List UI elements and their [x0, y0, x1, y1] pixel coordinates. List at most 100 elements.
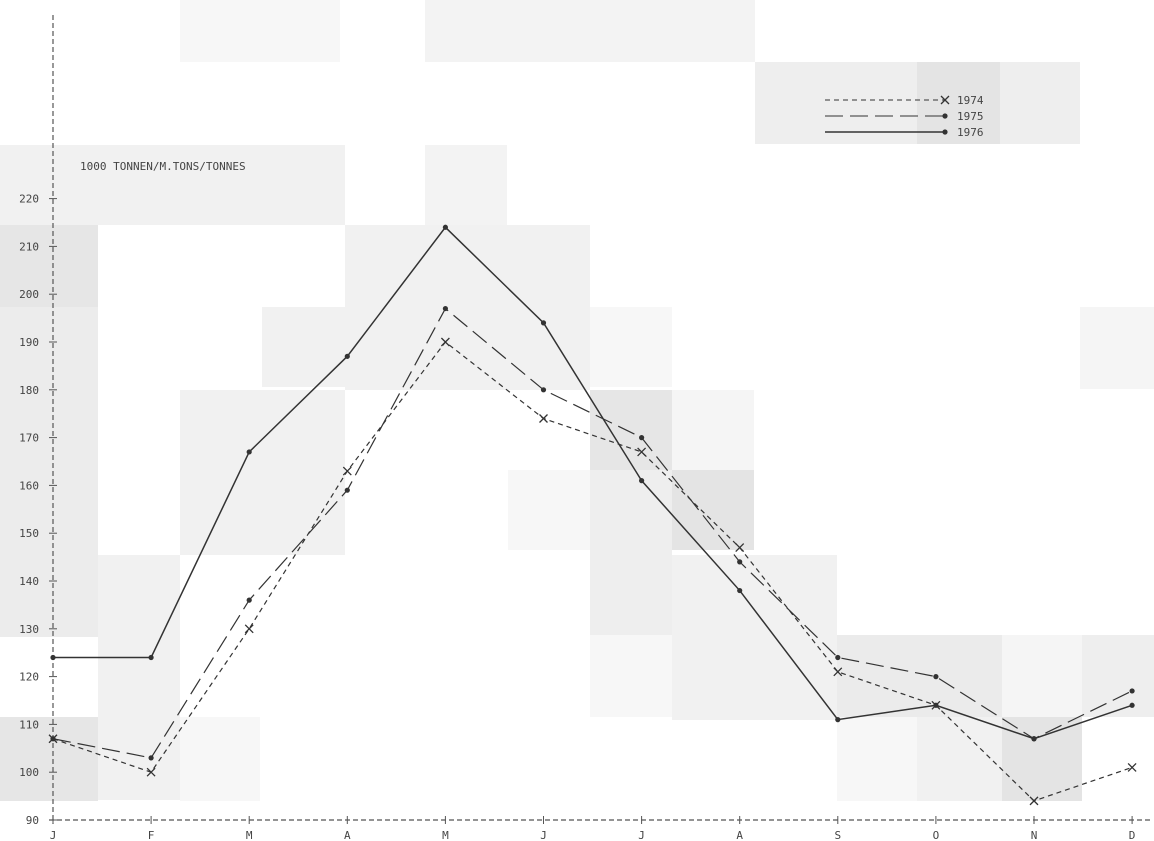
background-block [1082, 635, 1154, 717]
x-tick-label: M [246, 829, 253, 841]
data-point [540, 387, 547, 393]
x-tick-label: N [1031, 829, 1038, 841]
legend-item: 1974 [825, 94, 984, 107]
x-tick-label: S [834, 829, 841, 841]
background-block [1080, 307, 1154, 389]
data-point [1129, 702, 1135, 708]
y-tick-label: 170 [19, 432, 39, 445]
data-point [933, 674, 939, 680]
data-point [737, 587, 743, 594]
background-block [0, 225, 98, 307]
data-point [737, 559, 743, 565]
background-block [262, 307, 427, 387]
series-line [52, 341, 1133, 802]
data-point [942, 113, 948, 119]
y-tick-label: 210 [19, 240, 39, 253]
data-point [442, 305, 448, 312]
background-block [180, 0, 340, 62]
legend-item: 1975 [825, 110, 984, 123]
y-tick-label: 200 [19, 288, 39, 301]
unit-label: 1000 TONNEN/M.TONS/TONNES [80, 160, 246, 173]
x-tick-label: M [442, 829, 449, 841]
background-block [0, 717, 98, 801]
data-point [440, 337, 450, 347]
data-point [637, 447, 647, 457]
background-block [0, 307, 98, 637]
data-point [246, 597, 252, 603]
data-point [833, 667, 843, 677]
background-block [425, 0, 755, 62]
background-block [590, 307, 672, 387]
data-point [148, 654, 154, 661]
y-tick-label: 120 [19, 671, 39, 684]
data-point [146, 767, 156, 777]
x-tick-label: D [1129, 829, 1136, 841]
legend-label: 1976 [957, 126, 984, 139]
background-block [180, 717, 260, 801]
background-block [98, 555, 180, 800]
data-point [835, 654, 841, 661]
data-point [344, 353, 350, 359]
background-block [508, 470, 590, 550]
data-point [244, 624, 254, 634]
series-lines [48, 224, 1137, 806]
background-block [590, 635, 672, 717]
data-point [940, 95, 950, 105]
background-block [425, 145, 507, 225]
y-tick-label: 110 [19, 718, 39, 731]
x-tick-label: A [736, 829, 743, 841]
data-point [50, 654, 56, 661]
background-block [672, 555, 837, 720]
x-tick-label: A [344, 829, 351, 841]
series-1975 [50, 305, 1135, 761]
data-point [835, 717, 841, 723]
background-block [917, 62, 1000, 144]
background-block [837, 717, 917, 801]
background-block [590, 390, 672, 470]
y-tick-label: 140 [19, 575, 39, 588]
data-point [1031, 736, 1037, 742]
data-point [344, 487, 350, 493]
background-block [0, 145, 345, 225]
data-point [50, 736, 56, 742]
data-point [246, 449, 252, 455]
background-block [837, 635, 1002, 717]
x-tick-label: F [148, 829, 155, 841]
data-point [933, 702, 939, 708]
data-point [1127, 762, 1137, 772]
x-tick-label: J [638, 829, 645, 841]
y-tick-label: 220 [19, 193, 39, 206]
data-point [942, 129, 948, 135]
x-tick-label: O [933, 829, 940, 841]
y-tick-label: 100 [19, 766, 39, 779]
background-block [672, 390, 754, 470]
data-point [342, 466, 352, 476]
y-axis-ticks: 90 100 110 120 130 140 150 160 170 180 190 200 210 22… [19, 193, 57, 827]
axes [49, 15, 1152, 824]
data-point [148, 755, 154, 761]
data-point [735, 543, 745, 552]
series-1974 [48, 337, 1137, 806]
data-point [539, 414, 548, 423]
series-line [52, 307, 1133, 759]
legend-label: 1975 [957, 110, 984, 123]
legend: 1974 1975 1976 [825, 94, 984, 139]
background-block [590, 470, 672, 635]
y-tick-label: 90 [26, 814, 39, 827]
background-block [672, 470, 754, 550]
x-tick-label: J [50, 829, 57, 841]
data-point [639, 435, 645, 441]
background-block [1002, 635, 1082, 717]
legend-label: 1974 [957, 94, 984, 107]
data-point [442, 224, 448, 230]
y-tick-label: 160 [19, 479, 39, 492]
y-tick-label: 180 [19, 384, 39, 397]
background-block [180, 390, 345, 555]
y-tick-label: 150 [19, 527, 39, 540]
x-tick-label: J [540, 829, 547, 841]
background-block [1002, 717, 1082, 801]
series-1976 [50, 224, 1135, 742]
